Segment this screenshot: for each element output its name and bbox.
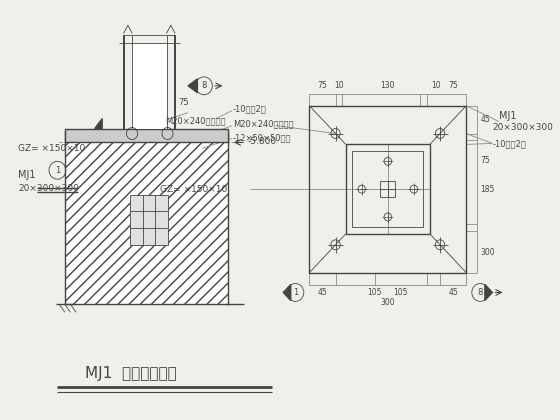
Bar xyxy=(65,131,228,304)
Text: -12×50×50垫片: -12×50×50垫片 xyxy=(233,133,291,142)
Text: MJ1: MJ1 xyxy=(18,170,36,180)
Text: 20×300×300: 20×300×300 xyxy=(492,123,553,132)
Text: MJ1  钢柱柱脚节点: MJ1 钢柱柱脚节点 xyxy=(85,366,177,381)
Text: 8: 8 xyxy=(201,81,207,90)
Polygon shape xyxy=(283,284,291,300)
Text: M20×240化学閔栓: M20×240化学閔栓 xyxy=(165,116,225,125)
Bar xyxy=(346,144,430,234)
Text: 185: 185 xyxy=(480,185,494,194)
Text: 20×300×300: 20×300×300 xyxy=(18,184,79,193)
Text: 105: 105 xyxy=(394,289,408,297)
Text: 10: 10 xyxy=(432,81,441,90)
Text: M20×240化学閔栓: M20×240化学閔栓 xyxy=(233,119,293,128)
Text: -10加刦2层: -10加刦2层 xyxy=(233,104,267,113)
Text: 8: 8 xyxy=(478,288,483,297)
Text: 75: 75 xyxy=(480,156,490,165)
Text: GZ= ×150×10: GZ= ×150×10 xyxy=(160,185,227,194)
Text: MJ1: MJ1 xyxy=(499,110,516,121)
Bar xyxy=(65,129,228,142)
Text: 45: 45 xyxy=(480,115,490,124)
Bar xyxy=(310,106,466,273)
Text: 75: 75 xyxy=(318,81,328,90)
Bar xyxy=(380,181,395,197)
Text: -10加刦2层: -10加刦2层 xyxy=(492,139,526,148)
Text: 1: 1 xyxy=(293,288,298,297)
Text: 300: 300 xyxy=(480,248,495,257)
Bar xyxy=(132,43,166,129)
Bar xyxy=(352,151,423,227)
Text: 75: 75 xyxy=(178,98,189,107)
Polygon shape xyxy=(188,79,198,93)
Text: 75: 75 xyxy=(448,81,458,90)
Text: GZ= ×150×10: GZ= ×150×10 xyxy=(18,144,86,153)
Text: 45: 45 xyxy=(318,289,328,297)
Polygon shape xyxy=(485,284,492,300)
Text: 300: 300 xyxy=(380,299,395,307)
Text: -5.800: -5.800 xyxy=(248,137,277,146)
Text: 105: 105 xyxy=(367,289,382,297)
Text: 10: 10 xyxy=(334,81,344,90)
Bar xyxy=(130,195,167,245)
Polygon shape xyxy=(95,118,102,129)
Text: 45: 45 xyxy=(448,289,458,297)
Bar xyxy=(65,131,228,304)
Text: 130: 130 xyxy=(381,81,395,90)
Text: 1: 1 xyxy=(55,166,60,175)
